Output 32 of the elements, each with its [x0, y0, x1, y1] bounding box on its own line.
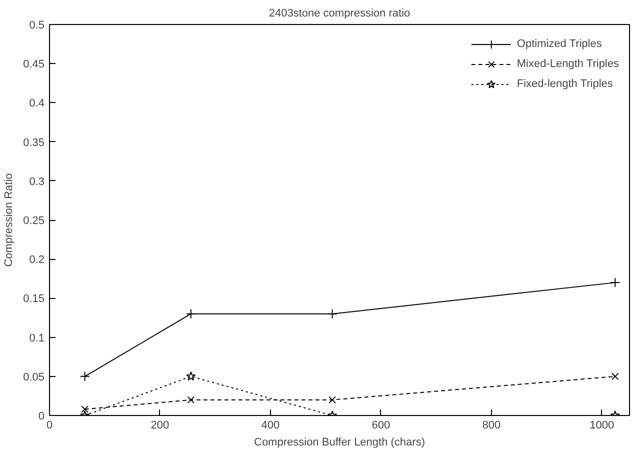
point — [327, 308, 338, 319]
y-tick-label: 0.05 — [23, 371, 45, 384]
x-tick-label: 400 — [261, 420, 280, 432]
y-tick-label: 0.15 — [23, 293, 45, 306]
x-tick-label: 1000 — [590, 420, 614, 432]
y-tick-label: 0.2 — [29, 254, 45, 266]
y-tick-label: 0.1 — [29, 332, 45, 344]
point — [80, 371, 90, 382]
point — [187, 396, 195, 404]
chart-title: 2403stone compression ratio — [268, 8, 410, 20]
y-axis-title: Compression Ratio — [3, 173, 16, 267]
point — [610, 278, 620, 288]
legend-label: Mixed-Length Triples — [516, 58, 619, 70]
x-axis-title: Compression Buffer Length (chars) — [254, 436, 426, 448]
y-tick-label: 0.25 — [23, 215, 45, 227]
x-tick-label: 0 — [46, 420, 53, 432]
y-tick-label: 0.4 — [29, 98, 45, 110]
legend-label: Fixed-length Triples — [516, 78, 613, 90]
x-tick-label: 200 — [150, 420, 170, 432]
point — [186, 308, 196, 319]
x-tick-label: 600 — [372, 420, 390, 432]
y-tick-label: 0.3 — [29, 176, 45, 188]
x-tick-label: 800 — [482, 420, 501, 432]
point — [328, 396, 336, 404]
y-tick-label: 0.5 — [29, 20, 45, 32]
y-tick-label: 0.45 — [23, 58, 45, 71]
y-tick-label: 0 — [38, 410, 45, 422]
point — [611, 372, 619, 380]
y-tick-label: 0.35 — [23, 136, 45, 149]
point — [186, 371, 196, 381]
point — [81, 406, 89, 413]
legend-label: Optimized Triples — [516, 38, 602, 50]
